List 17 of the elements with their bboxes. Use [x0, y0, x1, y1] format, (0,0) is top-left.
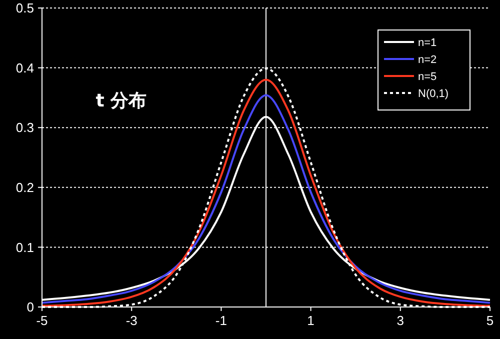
legend-label: n=2: [418, 54, 437, 66]
y-tick-label: 0.4: [16, 60, 34, 76]
x-tick-label: -5: [36, 313, 48, 328]
x-tick-label: 3: [396, 313, 404, 328]
y-tick-label: 0.5: [16, 0, 34, 16]
y-tick-label: 0.1: [16, 240, 34, 255]
x-tick-label: -1: [215, 313, 227, 328]
x-tick-label: 5: [486, 313, 494, 328]
annotation: t 分布: [96, 90, 147, 112]
x-tick-label: -3: [126, 313, 138, 328]
legend-label: N(0,1): [418, 88, 449, 100]
legend-label: n=1: [418, 36, 437, 49]
legend-label: n=5: [418, 70, 437, 83]
y-tick-label: 0: [26, 300, 34, 315]
x-tick-label: 1: [307, 313, 314, 328]
y-tick-label: 0.2: [16, 180, 34, 195]
y-tick-label: 0.3: [16, 120, 34, 136]
